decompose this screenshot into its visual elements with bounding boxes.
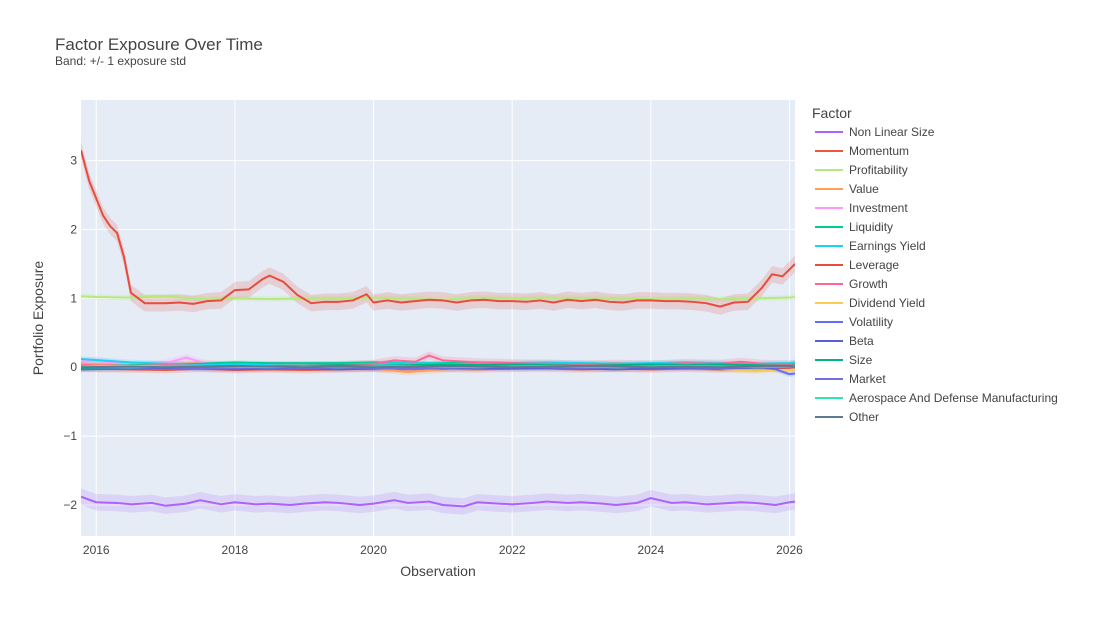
x-axis-ticks: 2016 2018 2020 2022 2024 2026 (83, 543, 803, 557)
y-tick-label: 0 (70, 360, 77, 374)
plot-area[interactable] (81, 100, 795, 536)
legend-label: Dividend Yield (849, 296, 925, 310)
y-axis-title: Portfolio Exposure (30, 261, 46, 376)
legend-item-growth[interactable]: Growth (815, 277, 888, 291)
y-tick-label: −2 (63, 498, 77, 512)
legend-item-volatility[interactable]: Volatility (815, 315, 893, 329)
band-profitability (81, 293, 795, 303)
band-non-linear-size (81, 488, 795, 515)
x-tick-label: 2016 (83, 543, 110, 557)
legend-item-momentum[interactable]: Momentum (815, 144, 909, 158)
legend-label: Value (849, 182, 879, 196)
legend-item-profitability[interactable]: Profitability (815, 163, 908, 177)
x-tick-label: 2022 (499, 543, 526, 557)
legend-label: Liquidity (849, 220, 893, 234)
x-axis-title: Observation (400, 563, 475, 579)
legend-label: Momentum (849, 144, 909, 158)
x-tick-label: 2018 (222, 543, 249, 557)
y-tick-label: −1 (63, 429, 77, 443)
legend-label: Size (849, 353, 873, 367)
x-tick-label: 2024 (637, 543, 664, 557)
legend-item-dividend-yield[interactable]: Dividend Yield (815, 296, 925, 310)
legend-label: Market (849, 372, 886, 386)
y-tick-label: 1 (70, 291, 77, 305)
series-lines (81, 150, 795, 508)
legend-label: Non Linear Size (849, 125, 935, 139)
legend-item-value[interactable]: Value (815, 182, 879, 196)
legend-label: Other (849, 410, 879, 424)
legend-item-beta[interactable]: Beta (815, 334, 874, 348)
chart-subtitle: Band: +/- 1 exposure std (55, 54, 186, 68)
legend-item-non-linear-size[interactable]: Non Linear Size (815, 125, 935, 139)
legend-item-leverage[interactable]: Leverage (815, 258, 899, 272)
legend-label: Volatility (849, 315, 893, 329)
legend-item-investment[interactable]: Investment (815, 201, 908, 215)
legend-label: Aerospace And Defense Manufacturing (849, 391, 1058, 405)
legend-label: Growth (849, 277, 888, 291)
line-leverage[interactable] (81, 150, 795, 308)
line-other[interactable] (81, 364, 795, 369)
legend-label: Leverage (849, 258, 899, 272)
legend-item-market[interactable]: Market (815, 372, 886, 386)
chart-title: Factor Exposure Over Time (55, 35, 263, 54)
legend-item-aerospace-and-defense-manufacturing[interactable]: Aerospace And Defense Manufacturing (815, 391, 1058, 405)
legend-item-earnings-yield[interactable]: Earnings Yield (815, 239, 926, 253)
y-axis-ticks: −2 −1 0 1 2 3 (63, 154, 77, 512)
legend-item-other[interactable]: Other (815, 410, 879, 424)
legend-label: Investment (849, 201, 908, 215)
legend: Non Linear Size Momentum Profitability Valu… (815, 125, 1058, 424)
x-tick-label: 2026 (776, 543, 803, 557)
x-tick-label: 2020 (360, 543, 387, 557)
legend-item-liquidity[interactable]: Liquidity (815, 220, 893, 234)
y-tick-label: 2 (70, 222, 77, 236)
line-non-linear-size[interactable] (81, 495, 795, 508)
legend-title: Factor (812, 105, 852, 121)
legend-label: Profitability (849, 163, 908, 177)
legend-label: Earnings Yield (849, 239, 926, 253)
y-tick-label: 3 (70, 154, 77, 168)
legend-item-size[interactable]: Size (815, 353, 873, 367)
legend-label: Beta (849, 334, 874, 348)
